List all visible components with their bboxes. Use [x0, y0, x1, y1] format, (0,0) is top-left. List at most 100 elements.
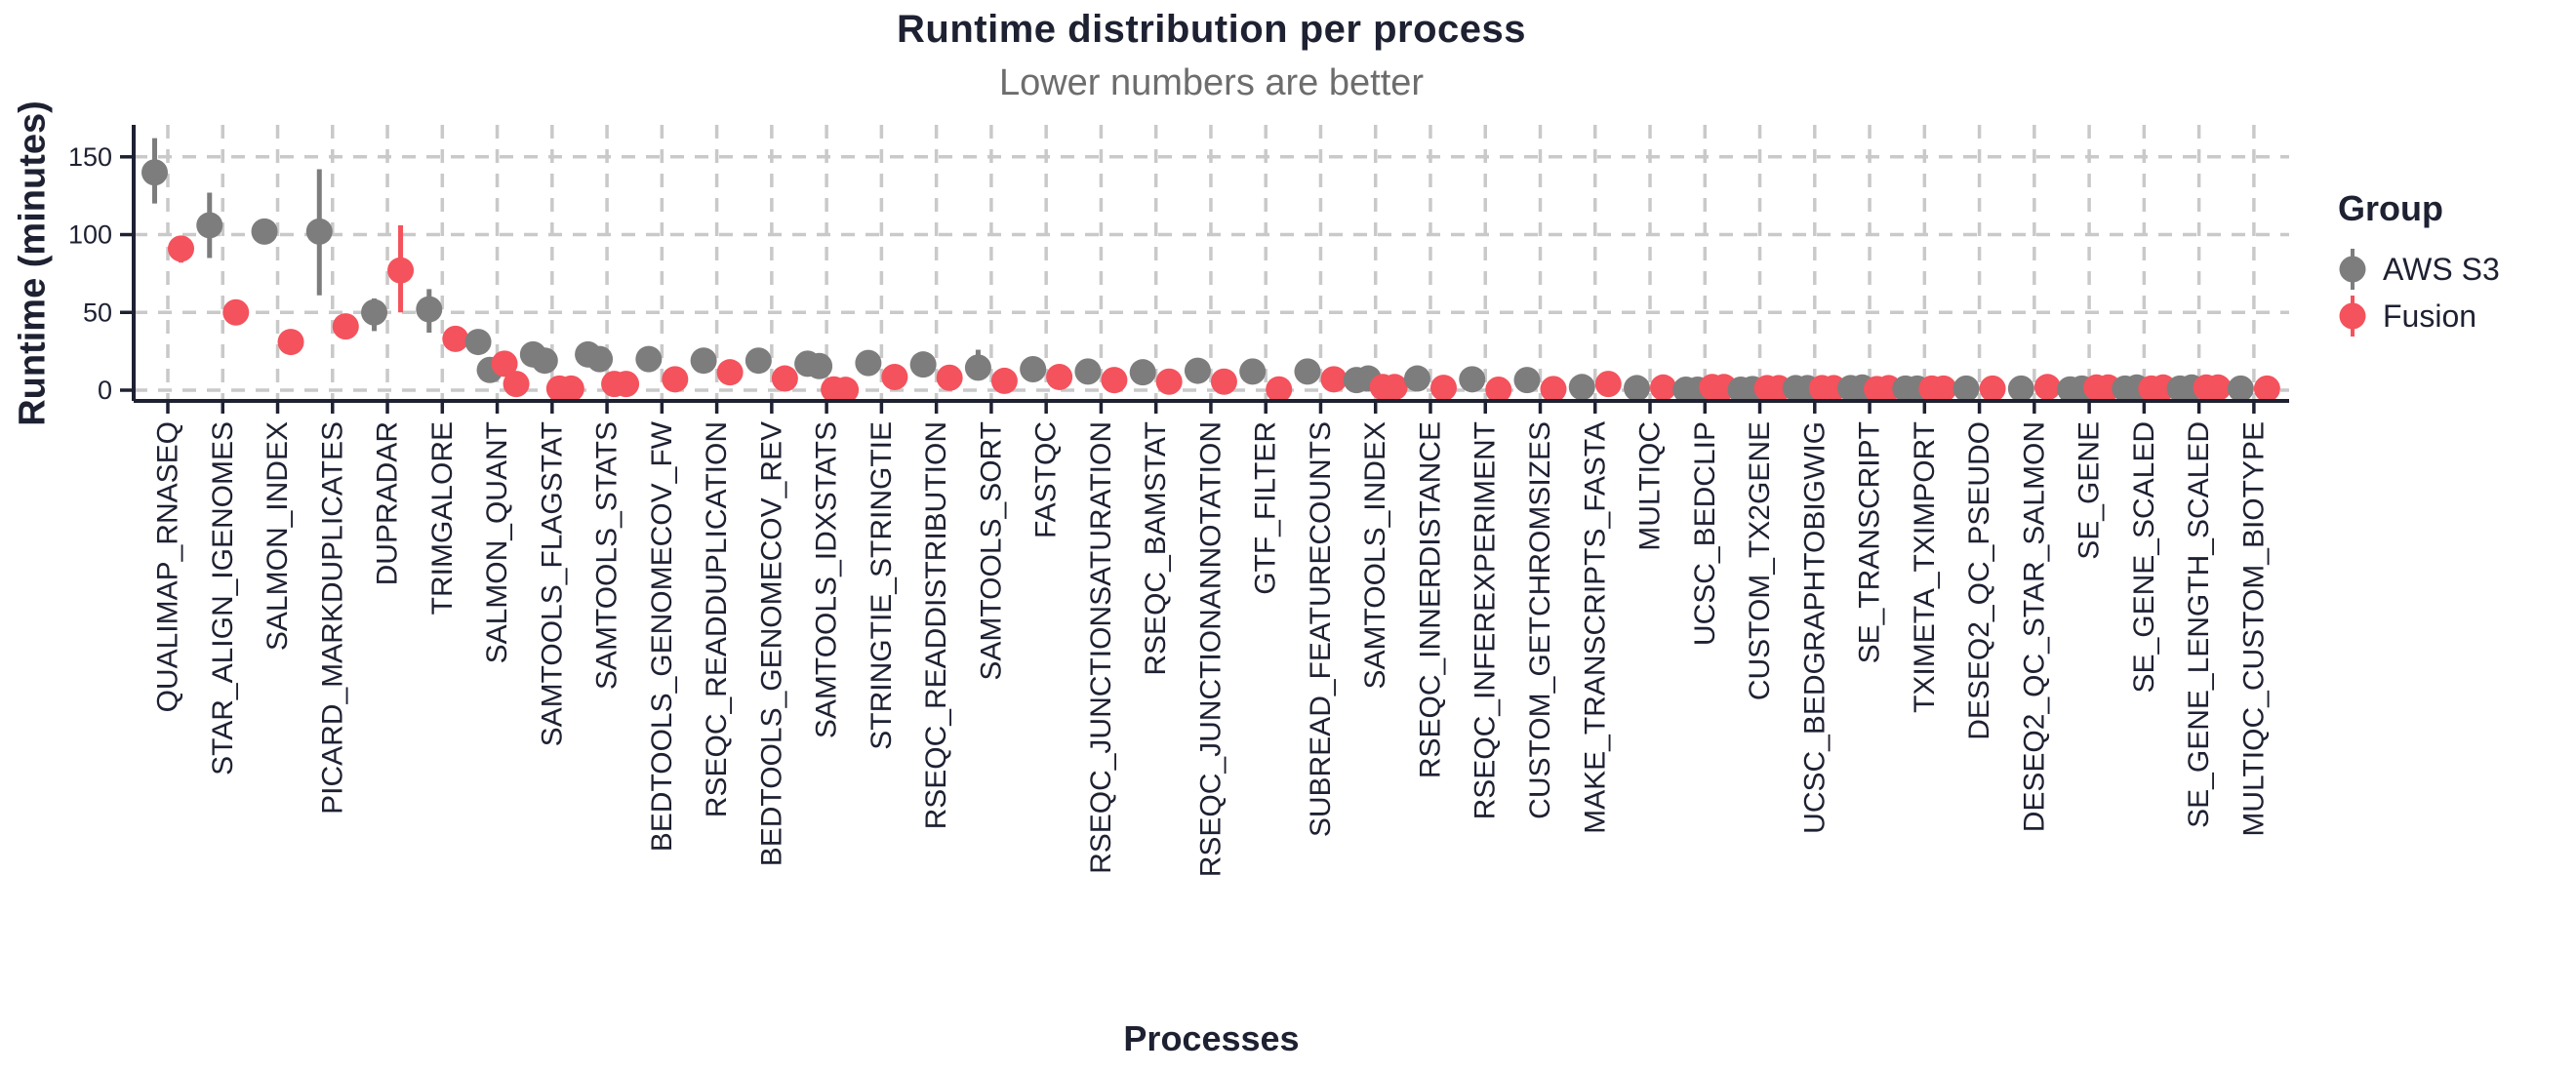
- x-category-label: UCSC_BEDGRAPHTOBIGWIG: [1798, 421, 1831, 834]
- data-point-aws_s3: [745, 347, 772, 375]
- data-point-aws_s3: [305, 218, 333, 245]
- x-category-label: SE_GENE_SCALED: [2128, 421, 2160, 693]
- x-category-label: STRINGTIE_STRINGTIE: [865, 421, 898, 750]
- data-point-aws_s3: [2007, 375, 2034, 402]
- data-point-aws_s3: [1952, 375, 1980, 402]
- data-point-aws_s3: [964, 354, 991, 381]
- data-point-fusion: [557, 375, 584, 402]
- x-category-label: RSEQC_READDUPLICATION: [701, 421, 733, 817]
- data-point-aws_s3: [1513, 367, 1541, 394]
- data-point-aws_s3: [1184, 357, 1211, 384]
- data-point-fusion: [1485, 377, 1512, 404]
- x-category-label: SE_GENE_LENGTH_SCALED: [2183, 421, 2215, 828]
- data-point-fusion: [1650, 374, 1677, 401]
- data-point-aws_s3: [1074, 358, 1102, 385]
- x-category-label: STAR_ALIGN_IGENOMES: [207, 421, 239, 775]
- data-point-fusion: [716, 359, 744, 386]
- x-category-label: DESEQ2_QC_PSEUDO: [1963, 421, 1995, 740]
- data-point-aws_s3: [531, 347, 558, 375]
- data-point-aws_s3: [1459, 366, 1486, 393]
- x-category-label: TXIMETA_TXIMPORT: [1909, 421, 1941, 713]
- data-point-fusion: [387, 257, 415, 284]
- legend-entries: AWS S3 Fusion: [2338, 246, 2500, 339]
- data-point-fusion: [491, 350, 518, 378]
- y-axis-title: Runtime (minutes): [12, 100, 54, 426]
- y-tick-label: 100: [68, 220, 112, 250]
- x-category-label: CUSTOM_GETCHROMSIZES: [1524, 421, 1556, 819]
- y-tick-label: 0: [98, 376, 112, 405]
- y-tick-label: 150: [68, 142, 112, 172]
- data-point-fusion: [1540, 376, 1567, 403]
- x-category-label: SAMTOOLS_SORT: [975, 421, 1007, 681]
- x-category-label: SE_GENE: [2073, 421, 2106, 560]
- x-category-label: CUSTOM_TX2GENE: [1744, 421, 1776, 700]
- data-point-fusion: [613, 371, 640, 398]
- data-point-aws_s3: [1020, 355, 1047, 382]
- data-point-fusion: [2204, 374, 2232, 401]
- x-category-label: SAMTOOLS_STATS: [591, 421, 624, 690]
- data-point-fusion: [222, 298, 250, 326]
- x-category-label: RSEQC_BAMSTAT: [1140, 421, 1172, 676]
- pointrange-glyph-icon: [2339, 296, 2366, 337]
- data-point-fusion: [1930, 375, 1957, 402]
- data-point-aws_s3: [251, 218, 278, 245]
- data-point-fusion: [1155, 368, 1183, 395]
- data-point-fusion: [1381, 374, 1408, 401]
- data-point-fusion: [832, 377, 860, 404]
- data-point-fusion: [1979, 375, 2006, 402]
- data-point-fusion: [1210, 368, 1237, 395]
- legend-label: Fusion: [2383, 298, 2477, 334]
- data-point-fusion: [277, 329, 304, 356]
- x-category-label: SAMTOOLS_INDEX: [1359, 421, 1391, 690]
- data-point-aws_s3: [464, 329, 492, 356]
- x-category-label: RSEQC_INFEREXPERIMENT: [1469, 421, 1502, 819]
- data-point-aws_s3: [806, 352, 833, 379]
- x-category-label: SALMON_INDEX: [262, 421, 294, 651]
- x-category-label: SALMON_QUANT: [481, 421, 513, 663]
- x-axis-title: Processes: [1123, 1018, 1300, 1058]
- x-category-label: MAKE_TRANSCRIPTS_FASTA: [1579, 421, 1611, 834]
- legend-entry-aws-s3: AWS S3: [2338, 246, 2500, 293]
- x-category-label: RSEQC_JUNCTIONANNOTATION: [1194, 421, 1227, 877]
- legend-entry-fusion: Fusion: [2338, 293, 2500, 339]
- x-category-label: BEDTOOLS_GENOMECOV_FW: [646, 420, 678, 852]
- data-point-fusion: [1266, 376, 1293, 403]
- x-category-label: RSEQC_READDISTRIBUTION: [920, 421, 952, 829]
- data-point-fusion: [1594, 371, 1622, 398]
- x-category-label: DUPRADAR: [372, 421, 404, 585]
- data-point-fusion: [881, 363, 908, 390]
- data-point-aws_s3: [855, 349, 882, 377]
- data-point-aws_s3: [1129, 359, 1156, 386]
- x-category-label: QUALIMAP_RNASEQ: [152, 421, 184, 712]
- data-point-aws_s3: [141, 159, 168, 186]
- legend-label: AWS S3: [2383, 251, 2500, 287]
- data-point-fusion: [332, 313, 359, 340]
- chart-subtitle: Lower numbers are better: [998, 62, 1425, 103]
- data-point-aws_s3: [909, 351, 937, 378]
- data-point-aws_s3: [1403, 365, 1430, 392]
- x-category-label: BEDTOOLS_GENOMECOV_REV: [755, 421, 787, 866]
- pointrange-glyph-icon: [2339, 249, 2366, 290]
- data-point-aws_s3: [196, 212, 223, 239]
- data-point-aws_s3: [635, 345, 663, 373]
- chart-title: Runtime distribution per process: [897, 8, 1526, 51]
- data-point-fusion: [2253, 375, 2280, 402]
- x-category-label: MULTIQC: [1634, 421, 1667, 551]
- data-point-fusion: [1320, 366, 1348, 393]
- y-tick-label: 50: [83, 298, 112, 327]
- data-point-aws_s3: [1568, 374, 1595, 401]
- x-category-label: SAMTOOLS_IDXSTATS: [811, 421, 843, 738]
- legend: Group AWS S3 Fusion: [2338, 189, 2500, 339]
- data-point-fusion: [1429, 375, 1457, 402]
- x-category-label: MULTIQC_CUSTOM_BIOTYPE: [2237, 421, 2270, 837]
- x-category-label: FASTQC: [1030, 421, 1063, 538]
- x-category-label: PICARD_MARKDUPLICATES: [316, 421, 348, 815]
- x-category-label: GTF_FILTER: [1250, 421, 1282, 595]
- x-category-label: TRIMGALORE: [426, 421, 459, 615]
- data-point-fusion: [662, 366, 689, 393]
- data-point-fusion: [503, 371, 530, 398]
- data-point-fusion: [771, 365, 798, 392]
- x-category-label: SE_TRANSCRIPT: [1854, 421, 1886, 663]
- data-point-fusion: [2033, 374, 2061, 401]
